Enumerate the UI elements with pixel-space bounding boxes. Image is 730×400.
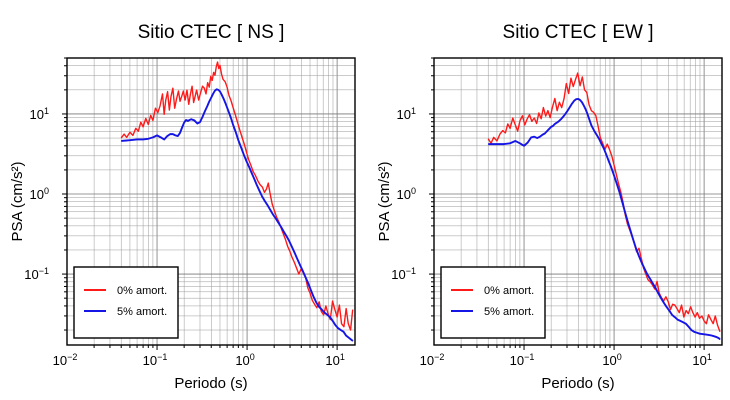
x-tick-label: 100 bbox=[602, 352, 621, 368]
legend-label: 5% amort. bbox=[484, 306, 534, 318]
y-tick-label: 101 bbox=[397, 106, 416, 122]
y-tick-exponent: −1 bbox=[406, 266, 416, 276]
x-tick-exponent: 1 bbox=[340, 352, 345, 362]
x-axis-ticks bbox=[429, 57, 705, 350]
x-tick-label: 100 bbox=[235, 352, 254, 368]
legend: 0% amort. 5% amort. bbox=[73, 266, 179, 339]
x-axis-label: Periodo (s) bbox=[541, 375, 614, 392]
x-tick-exponent: 0 bbox=[250, 352, 255, 362]
grid bbox=[67, 57, 355, 345]
y-tick-exponent: 0 bbox=[411, 186, 416, 196]
series-group bbox=[120, 61, 354, 342]
y-axis-label: PSA (cm/s²) bbox=[376, 161, 393, 241]
legend: 0% amort. 5% amort. bbox=[440, 266, 546, 339]
x-tick-exponent: −1 bbox=[157, 352, 167, 362]
y-tick-label: 10−1 bbox=[24, 266, 49, 282]
y-tick-exponent: 1 bbox=[411, 106, 416, 116]
series-line-blue bbox=[488, 97, 721, 341]
chart-title: Sitio CTEC [ EW ] bbox=[503, 22, 654, 43]
x-tick-label: 10−1 bbox=[143, 352, 168, 368]
x-tick-exponent: −1 bbox=[524, 352, 534, 362]
y-tick-label: 100 bbox=[30, 186, 49, 202]
x-tick-exponent: −2 bbox=[67, 352, 77, 362]
series-group bbox=[487, 72, 721, 341]
y-tick-label: 101 bbox=[30, 106, 49, 122]
legend-label: 0% amort. bbox=[117, 285, 167, 297]
y-tick-exponent: 1 bbox=[44, 106, 49, 116]
series-line-blue bbox=[121, 88, 354, 342]
y-tick-exponent: 0 bbox=[44, 186, 49, 196]
x-tick-label: 101 bbox=[692, 352, 711, 368]
x-tick-label: 10−2 bbox=[420, 352, 445, 368]
chart-title: Sitio CTEC [ NS ] bbox=[138, 22, 285, 43]
series-line-red bbox=[487, 72, 721, 333]
x-axis-label: Periodo (s) bbox=[174, 375, 247, 392]
y-tick-exponent: −1 bbox=[39, 266, 49, 276]
y-tick-label: 10−1 bbox=[391, 266, 416, 282]
legend-label: 5% amort. bbox=[117, 306, 167, 318]
x-tick-label: 101 bbox=[325, 352, 344, 368]
x-axis-ticks bbox=[62, 57, 338, 350]
legend-label: 0% amort. bbox=[484, 285, 534, 297]
x-tick-label: 10−2 bbox=[53, 352, 78, 368]
legend-box bbox=[440, 266, 546, 339]
x-tick-exponent: 1 bbox=[707, 352, 712, 362]
x-tick-exponent: 0 bbox=[617, 352, 622, 362]
y-axis-label: PSA (cm/s²) bbox=[9, 161, 26, 241]
legend-box bbox=[73, 266, 179, 339]
y-tick-label: 100 bbox=[397, 186, 416, 202]
x-tick-label: 10−1 bbox=[510, 352, 535, 368]
x-tick-exponent: −2 bbox=[434, 352, 444, 362]
series-line-red bbox=[120, 61, 354, 331]
